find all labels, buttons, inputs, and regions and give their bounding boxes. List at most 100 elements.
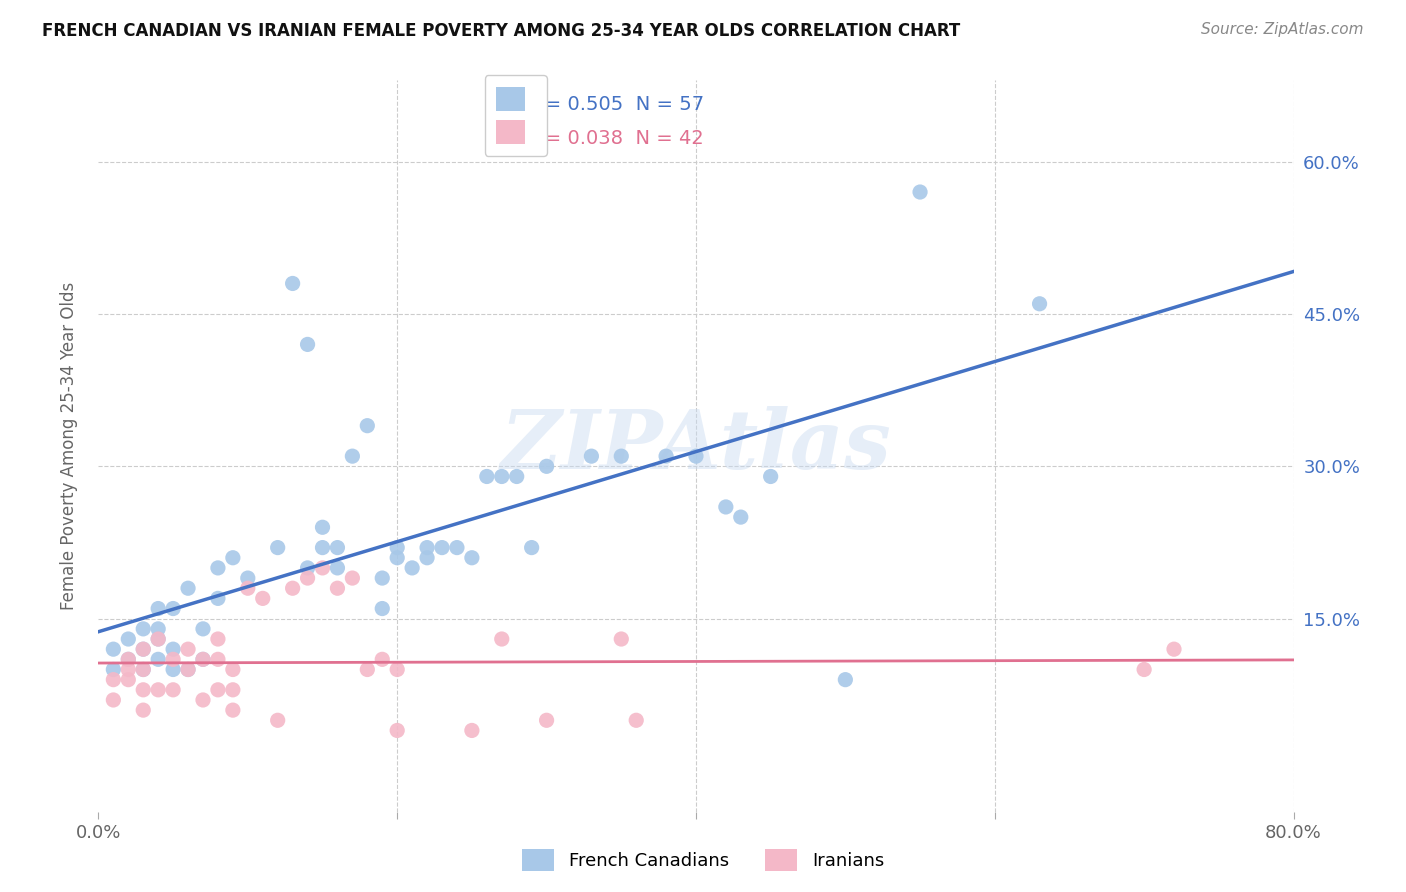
Point — [461, 723, 484, 738]
Point — [371, 571, 394, 585]
Point — [177, 581, 200, 595]
Point — [162, 663, 184, 677]
Point — [117, 652, 139, 666]
Point — [148, 632, 170, 646]
Point — [281, 581, 304, 595]
Point — [506, 469, 529, 483]
Point — [311, 541, 333, 555]
Point — [267, 714, 290, 728]
Point — [342, 449, 364, 463]
Text: R = 0.505  N = 57: R = 0.505 N = 57 — [524, 95, 704, 114]
Point — [252, 591, 274, 606]
Point — [834, 673, 856, 687]
Point — [520, 541, 543, 555]
Legend: French Canadians, Iranians: French Canadians, Iranians — [515, 842, 891, 879]
Point — [207, 682, 229, 697]
Point — [132, 663, 155, 677]
Point — [222, 703, 245, 717]
Point — [685, 449, 707, 463]
Point — [177, 642, 200, 657]
Y-axis label: Female Poverty Among 25-34 Year Olds: Female Poverty Among 25-34 Year Olds — [59, 282, 77, 610]
Point — [222, 550, 245, 565]
Point — [385, 723, 409, 738]
Point — [491, 469, 513, 483]
Point — [148, 632, 170, 646]
Text: Source: ZipAtlas.com: Source: ZipAtlas.com — [1201, 22, 1364, 37]
Point — [117, 652, 139, 666]
Point — [191, 652, 214, 666]
Point — [297, 561, 319, 575]
Point — [103, 673, 125, 687]
Point — [207, 632, 229, 646]
Point — [162, 601, 184, 615]
Point — [117, 673, 139, 687]
Text: FRENCH CANADIAN VS IRANIAN FEMALE POVERTY AMONG 25-34 YEAR OLDS CORRELATION CHAR: FRENCH CANADIAN VS IRANIAN FEMALE POVERT… — [42, 22, 960, 40]
Point — [297, 337, 319, 351]
Point — [191, 622, 214, 636]
Point — [236, 581, 259, 595]
Point — [401, 561, 423, 575]
Point — [222, 682, 245, 697]
Point — [103, 663, 125, 677]
Point — [610, 449, 633, 463]
Point — [446, 541, 468, 555]
Point — [177, 663, 200, 677]
Point — [908, 185, 931, 199]
Point — [311, 561, 333, 575]
Point — [326, 541, 349, 555]
Point — [536, 714, 558, 728]
Point — [132, 703, 155, 717]
Point — [297, 571, 319, 585]
Point — [148, 682, 170, 697]
Point — [162, 652, 184, 666]
Point — [385, 550, 409, 565]
Text: ZIPAtlas: ZIPAtlas — [501, 406, 891, 486]
Point — [342, 571, 364, 585]
Text: R = 0.038  N = 42: R = 0.038 N = 42 — [524, 129, 704, 148]
Point — [371, 652, 394, 666]
Point — [132, 642, 155, 657]
Point — [207, 591, 229, 606]
Point — [236, 571, 259, 585]
Point — [207, 561, 229, 575]
Point — [148, 601, 170, 615]
Point — [475, 469, 498, 483]
Point — [132, 642, 155, 657]
Point — [430, 541, 453, 555]
Point — [103, 642, 125, 657]
Point — [730, 510, 752, 524]
Point — [1163, 642, 1185, 657]
Point — [610, 632, 633, 646]
Point — [326, 561, 349, 575]
Point — [191, 652, 214, 666]
Point — [655, 449, 678, 463]
Point — [626, 714, 648, 728]
Point — [132, 682, 155, 697]
Point — [103, 693, 125, 707]
Point — [162, 682, 184, 697]
Point — [1133, 663, 1156, 677]
Point — [117, 632, 139, 646]
Point — [132, 663, 155, 677]
Point — [714, 500, 737, 514]
Point — [191, 693, 214, 707]
Legend: , : , — [485, 75, 547, 156]
Point — [416, 550, 439, 565]
Point — [148, 622, 170, 636]
Point — [222, 663, 245, 677]
Point — [536, 459, 558, 474]
Point — [1028, 297, 1050, 311]
Point — [385, 663, 409, 677]
Point — [177, 663, 200, 677]
Point — [267, 541, 290, 555]
Point — [461, 550, 484, 565]
Point — [385, 541, 409, 555]
Point — [759, 469, 782, 483]
Point — [148, 652, 170, 666]
Point — [162, 642, 184, 657]
Point — [207, 652, 229, 666]
Point — [416, 541, 439, 555]
Point — [311, 520, 333, 534]
Point — [356, 663, 378, 677]
Point — [491, 632, 513, 646]
